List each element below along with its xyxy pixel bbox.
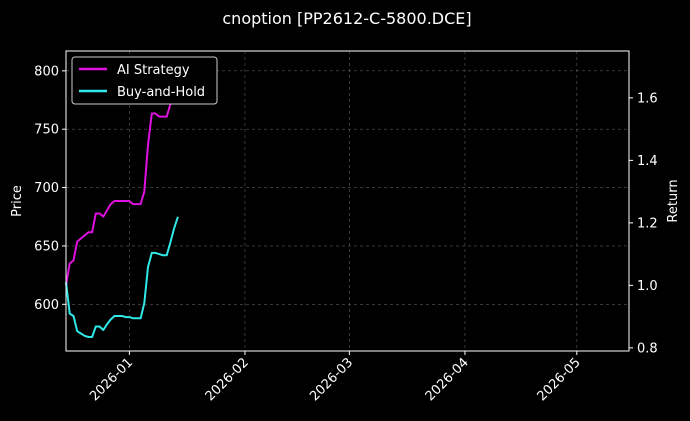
y-tick-label: 800	[34, 64, 59, 79]
plot-frame	[65, 50, 630, 352]
y-tick-label: 600	[34, 298, 59, 313]
ai-strategy-line	[65, 60, 179, 286]
y-axis-right: 0.8 1.0 1.2 1.4 1.6	[629, 91, 658, 356]
y-tick-label: 750	[34, 123, 59, 138]
series-layer	[65, 60, 179, 338]
y-axis-label-right: Return	[666, 179, 681, 222]
y2-tick-label: 1.4	[637, 154, 658, 169]
y2-tick-label: 1.2	[637, 216, 658, 231]
legend-label-ai-strategy: AI Strategy	[117, 63, 190, 78]
y-tick-label: 650	[34, 239, 59, 254]
y2-tick-label: 1.6	[637, 91, 658, 106]
y-axis-left: 600 650 700 750 800	[34, 64, 66, 313]
y-tick-label: 700	[34, 181, 59, 196]
legend-label-buy-and-hold: Buy-and-Hold	[117, 85, 205, 100]
legend: AI Strategy Buy-and-Hold	[71, 56, 218, 105]
y2-tick-label: 0.8	[637, 341, 658, 356]
chart-title: cnoption [PP2612-C-5800.DCE]	[222, 9, 471, 28]
legend-box	[71, 56, 218, 105]
y-axis-label-left: Price	[10, 185, 25, 217]
y2-tick-label: 1.0	[637, 279, 658, 294]
buy-and-hold-line	[65, 216, 179, 338]
